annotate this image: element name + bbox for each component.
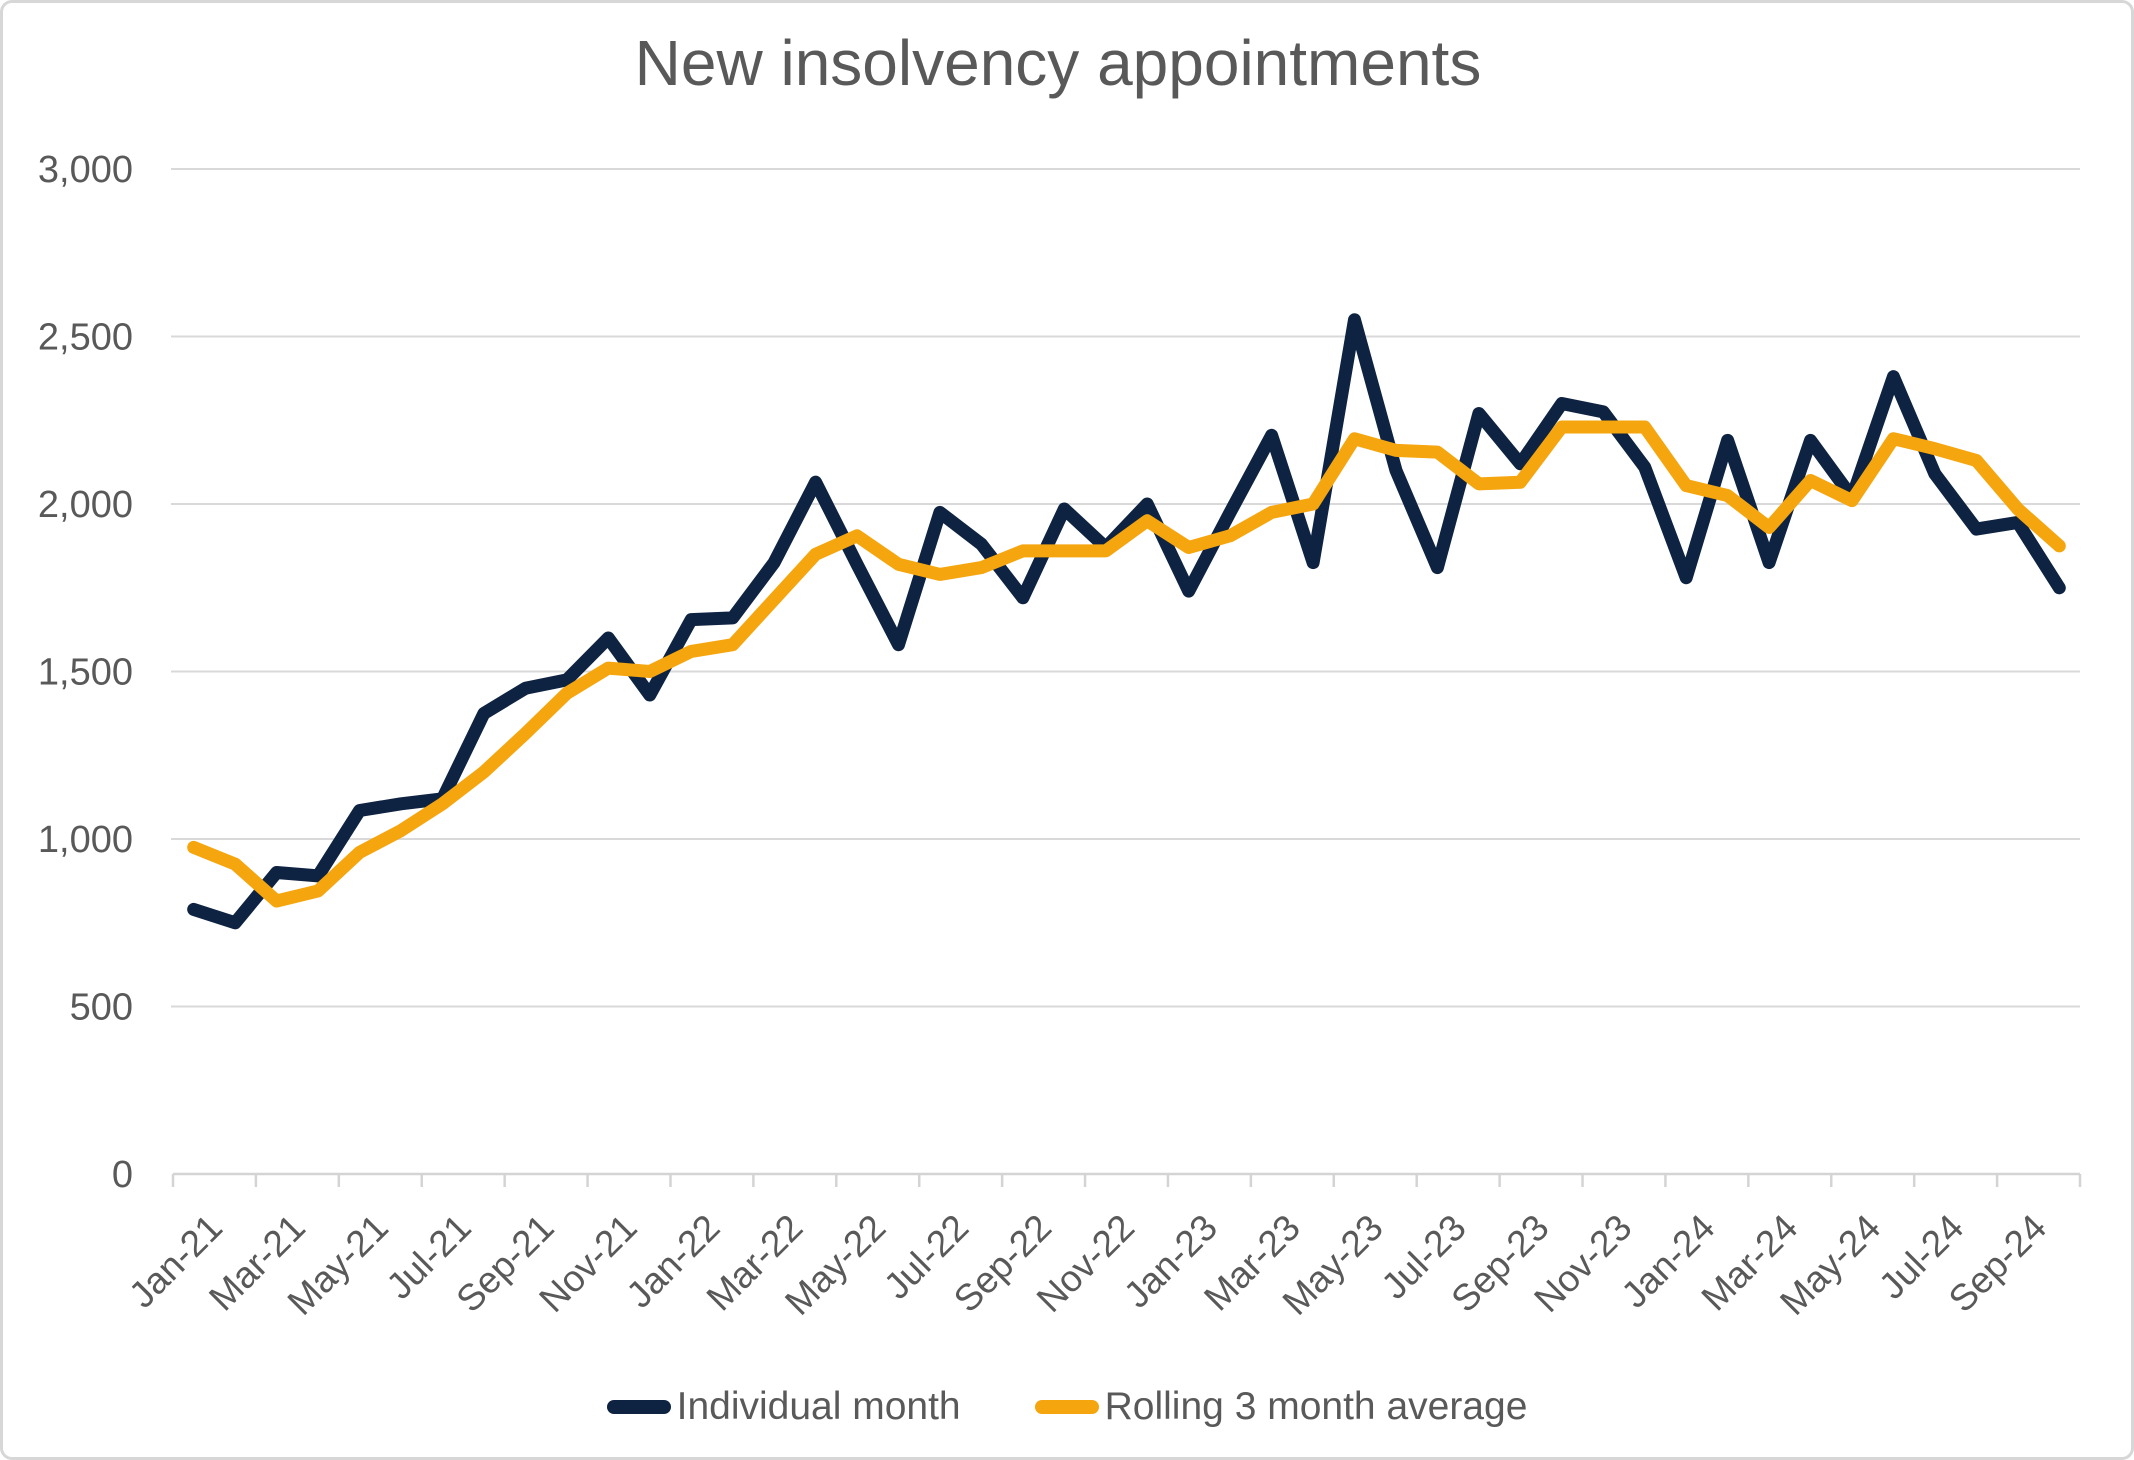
series-line-individual-month[interactable] <box>187 313 2066 930</box>
gridlines <box>171 168 2080 1008</box>
series-line-rolling-average[interactable] <box>187 420 2066 908</box>
y-tick-label: 2,000 <box>38 484 133 526</box>
y-axis-labels: 0 500 1,000 1,500 2,000 2,500 3,000 <box>38 149 133 1196</box>
individual-month-swatch-icon <box>606 1400 671 1414</box>
y-tick-label: 1,500 <box>38 652 133 694</box>
legend-item-rolling-average[interactable]: Rolling 3 month average <box>1034 1385 1528 1429</box>
rolling-average-swatch-icon <box>1034 1400 1099 1414</box>
y-tick-label: 0 <box>112 1154 133 1196</box>
y-tick-label: 2,500 <box>38 317 133 359</box>
legend-item-individual-month[interactable]: Individual month <box>606 1385 961 1429</box>
x-axis <box>171 1172 2082 1187</box>
y-tick-label: 3,000 <box>38 149 133 191</box>
x-axis-labels: Jan-21Mar-21May-21Jul-21Sep-21Nov-21Jan-… <box>121 1207 2054 1323</box>
line-chart: New insolvency appointments 0 500 1,000 1,5… <box>38 27 2082 1323</box>
series-lines <box>187 313 2066 930</box>
legend-label: Individual month <box>676 1385 961 1428</box>
chart-title: New insolvency appointments <box>635 27 1482 99</box>
y-tick-label: 1,000 <box>38 819 133 861</box>
y-tick-label: 500 <box>70 987 133 1029</box>
legend-label: Rolling 3 month average <box>1104 1385 1528 1428</box>
legend: Individual month Rolling 3 month average <box>3 1385 2131 1429</box>
